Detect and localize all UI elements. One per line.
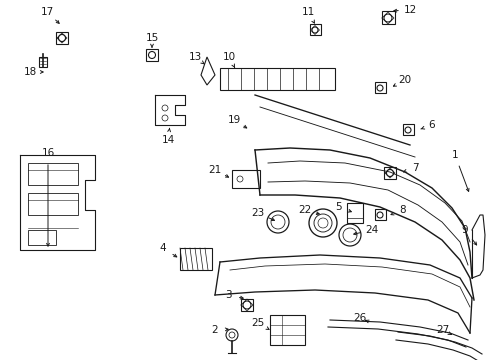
Bar bbox=[220, 68, 334, 90]
Text: 2: 2 bbox=[211, 325, 218, 335]
Text: 12: 12 bbox=[403, 5, 416, 15]
Bar bbox=[346, 203, 362, 223]
Bar bbox=[56, 32, 68, 44]
Bar bbox=[374, 82, 385, 93]
Text: 18: 18 bbox=[23, 67, 37, 77]
Text: 15: 15 bbox=[145, 33, 158, 43]
Text: 13: 13 bbox=[188, 52, 201, 62]
Bar bbox=[180, 248, 212, 270]
Bar bbox=[383, 167, 395, 179]
Bar bbox=[28, 163, 78, 185]
Text: 10: 10 bbox=[222, 52, 235, 62]
Bar bbox=[241, 299, 252, 311]
Text: 25: 25 bbox=[251, 318, 264, 328]
Text: 22: 22 bbox=[298, 205, 311, 215]
Bar bbox=[269, 315, 305, 345]
Text: 16: 16 bbox=[41, 148, 55, 158]
Text: 6: 6 bbox=[428, 120, 434, 130]
Text: 17: 17 bbox=[41, 7, 54, 17]
Bar bbox=[381, 11, 394, 24]
Text: 23: 23 bbox=[251, 208, 264, 218]
Text: 20: 20 bbox=[398, 75, 411, 85]
Text: 4: 4 bbox=[160, 243, 166, 253]
Text: 8: 8 bbox=[399, 205, 406, 215]
Bar bbox=[309, 24, 320, 35]
Bar bbox=[146, 49, 158, 61]
Text: 19: 19 bbox=[227, 115, 240, 125]
Bar bbox=[231, 170, 260, 188]
Bar bbox=[374, 209, 385, 220]
Text: 24: 24 bbox=[365, 225, 378, 235]
Bar bbox=[28, 193, 78, 215]
Bar bbox=[39, 57, 47, 67]
Text: 3: 3 bbox=[224, 290, 231, 300]
Bar bbox=[402, 124, 413, 135]
Text: 7: 7 bbox=[411, 163, 417, 173]
Text: 5: 5 bbox=[334, 202, 341, 212]
Text: 1: 1 bbox=[451, 150, 457, 160]
Text: 11: 11 bbox=[301, 7, 314, 17]
Text: 27: 27 bbox=[435, 325, 448, 335]
Text: 9: 9 bbox=[461, 225, 468, 235]
Text: 14: 14 bbox=[161, 135, 174, 145]
Bar bbox=[28, 230, 56, 245]
Text: 21: 21 bbox=[208, 165, 221, 175]
Text: 26: 26 bbox=[353, 313, 366, 323]
